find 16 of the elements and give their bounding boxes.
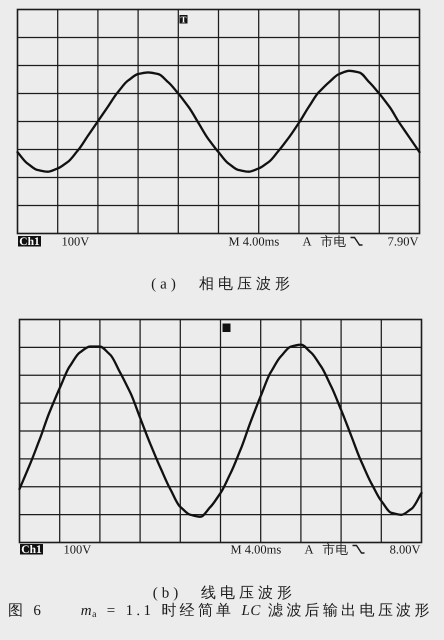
annotation: 8.00V <box>390 542 420 556</box>
annotation: T <box>180 14 188 24</box>
annotation: 市电 <box>322 542 348 556</box>
title: (a) 相电压波形 <box>151 276 294 292</box>
annotation: 7.90V <box>388 234 418 248</box>
annotation: 100V <box>64 542 92 556</box>
annotation: A <box>302 234 312 248</box>
annotation: 图 6 m$_{a}$ = 1.1 时经简单 LC 滤波后输出电压波形 <box>8 603 433 620</box>
title: (b) 线电压波形 <box>152 586 296 602</box>
annotation: Ch1 <box>20 544 43 556</box>
annotation: 100V <box>62 234 90 248</box>
annotation: Ch1 <box>18 236 41 248</box>
annotation: M 4.00ms <box>230 542 282 556</box>
annotation: 市电 <box>320 234 346 248</box>
annotation: A <box>304 542 314 556</box>
annotation: M 4.00ms <box>228 234 280 248</box>
